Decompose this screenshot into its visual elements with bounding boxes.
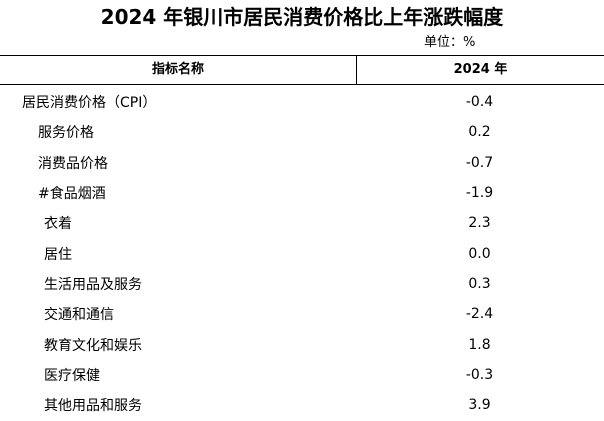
row-value: 2.3: [468, 215, 491, 232]
table-row: 衣着 2.3: [0, 208, 604, 238]
row-value: 0.2: [468, 124, 491, 141]
row-value: -0.3: [465, 366, 494, 383]
row-label: 消费品价格: [38, 155, 108, 172]
unit-label: 单位：%: [424, 35, 476, 50]
data-table: 指标名称 2024 年 居民消费价格（CPI） -0.4 服务价格 0.2 消费…: [0, 55, 604, 420]
row-label: 其他用品和服务: [44, 398, 142, 415]
column-header-year: 2024 年: [453, 62, 508, 77]
page-title: 2024 年银川市居民消费价格比上年涨跌幅度: [100, 5, 504, 29]
row-value: -0.4: [465, 94, 494, 111]
table-row: 交通和通信 -2.4: [0, 299, 604, 329]
table-header: 指标名称 2024 年: [0, 56, 604, 85]
table-row: 消费品价格 -0.7: [0, 148, 604, 178]
row-label: 居住: [44, 246, 72, 263]
row-value: 1.8: [468, 336, 491, 353]
table-row: 医疗保健 -0.3: [0, 360, 604, 390]
row-label: 衣着: [44, 216, 72, 233]
table-row: 其他用品和服务 3.9: [0, 390, 604, 420]
row-label: #食品烟酒: [38, 186, 106, 203]
row-value: -2.4: [465, 306, 494, 323]
row-label: 居民消费价格（CPI）: [22, 95, 157, 112]
table-row: 生活用品及服务 0.3: [0, 269, 604, 299]
row-value: 0.3: [468, 275, 491, 292]
row-value: 3.9: [468, 397, 491, 414]
row-label: 交通和通信: [44, 307, 114, 324]
row-label: 教育文化和娱乐: [44, 337, 142, 354]
column-header-name: 指标名称: [0, 56, 357, 84]
row-label: 服务价格: [38, 125, 94, 142]
table-row: 居民消费价格（CPI） -0.4: [0, 87, 604, 117]
table-row: 服务价格 0.2: [0, 117, 604, 147]
table-body: 居民消费价格（CPI） -0.4 服务价格 0.2 消费品价格 -0.7 #食品…: [0, 85, 604, 420]
row-value: 0.0: [468, 245, 491, 262]
row-value: -0.7: [465, 154, 494, 171]
table-row: 教育文化和娱乐 1.8: [0, 329, 604, 359]
table-row: #食品烟酒 -1.9: [0, 178, 604, 208]
table-row: 居住 0.0: [0, 238, 604, 268]
row-value: -1.9: [465, 185, 494, 202]
row-label: 生活用品及服务: [44, 276, 142, 293]
row-label: 医疗保健: [44, 367, 100, 384]
